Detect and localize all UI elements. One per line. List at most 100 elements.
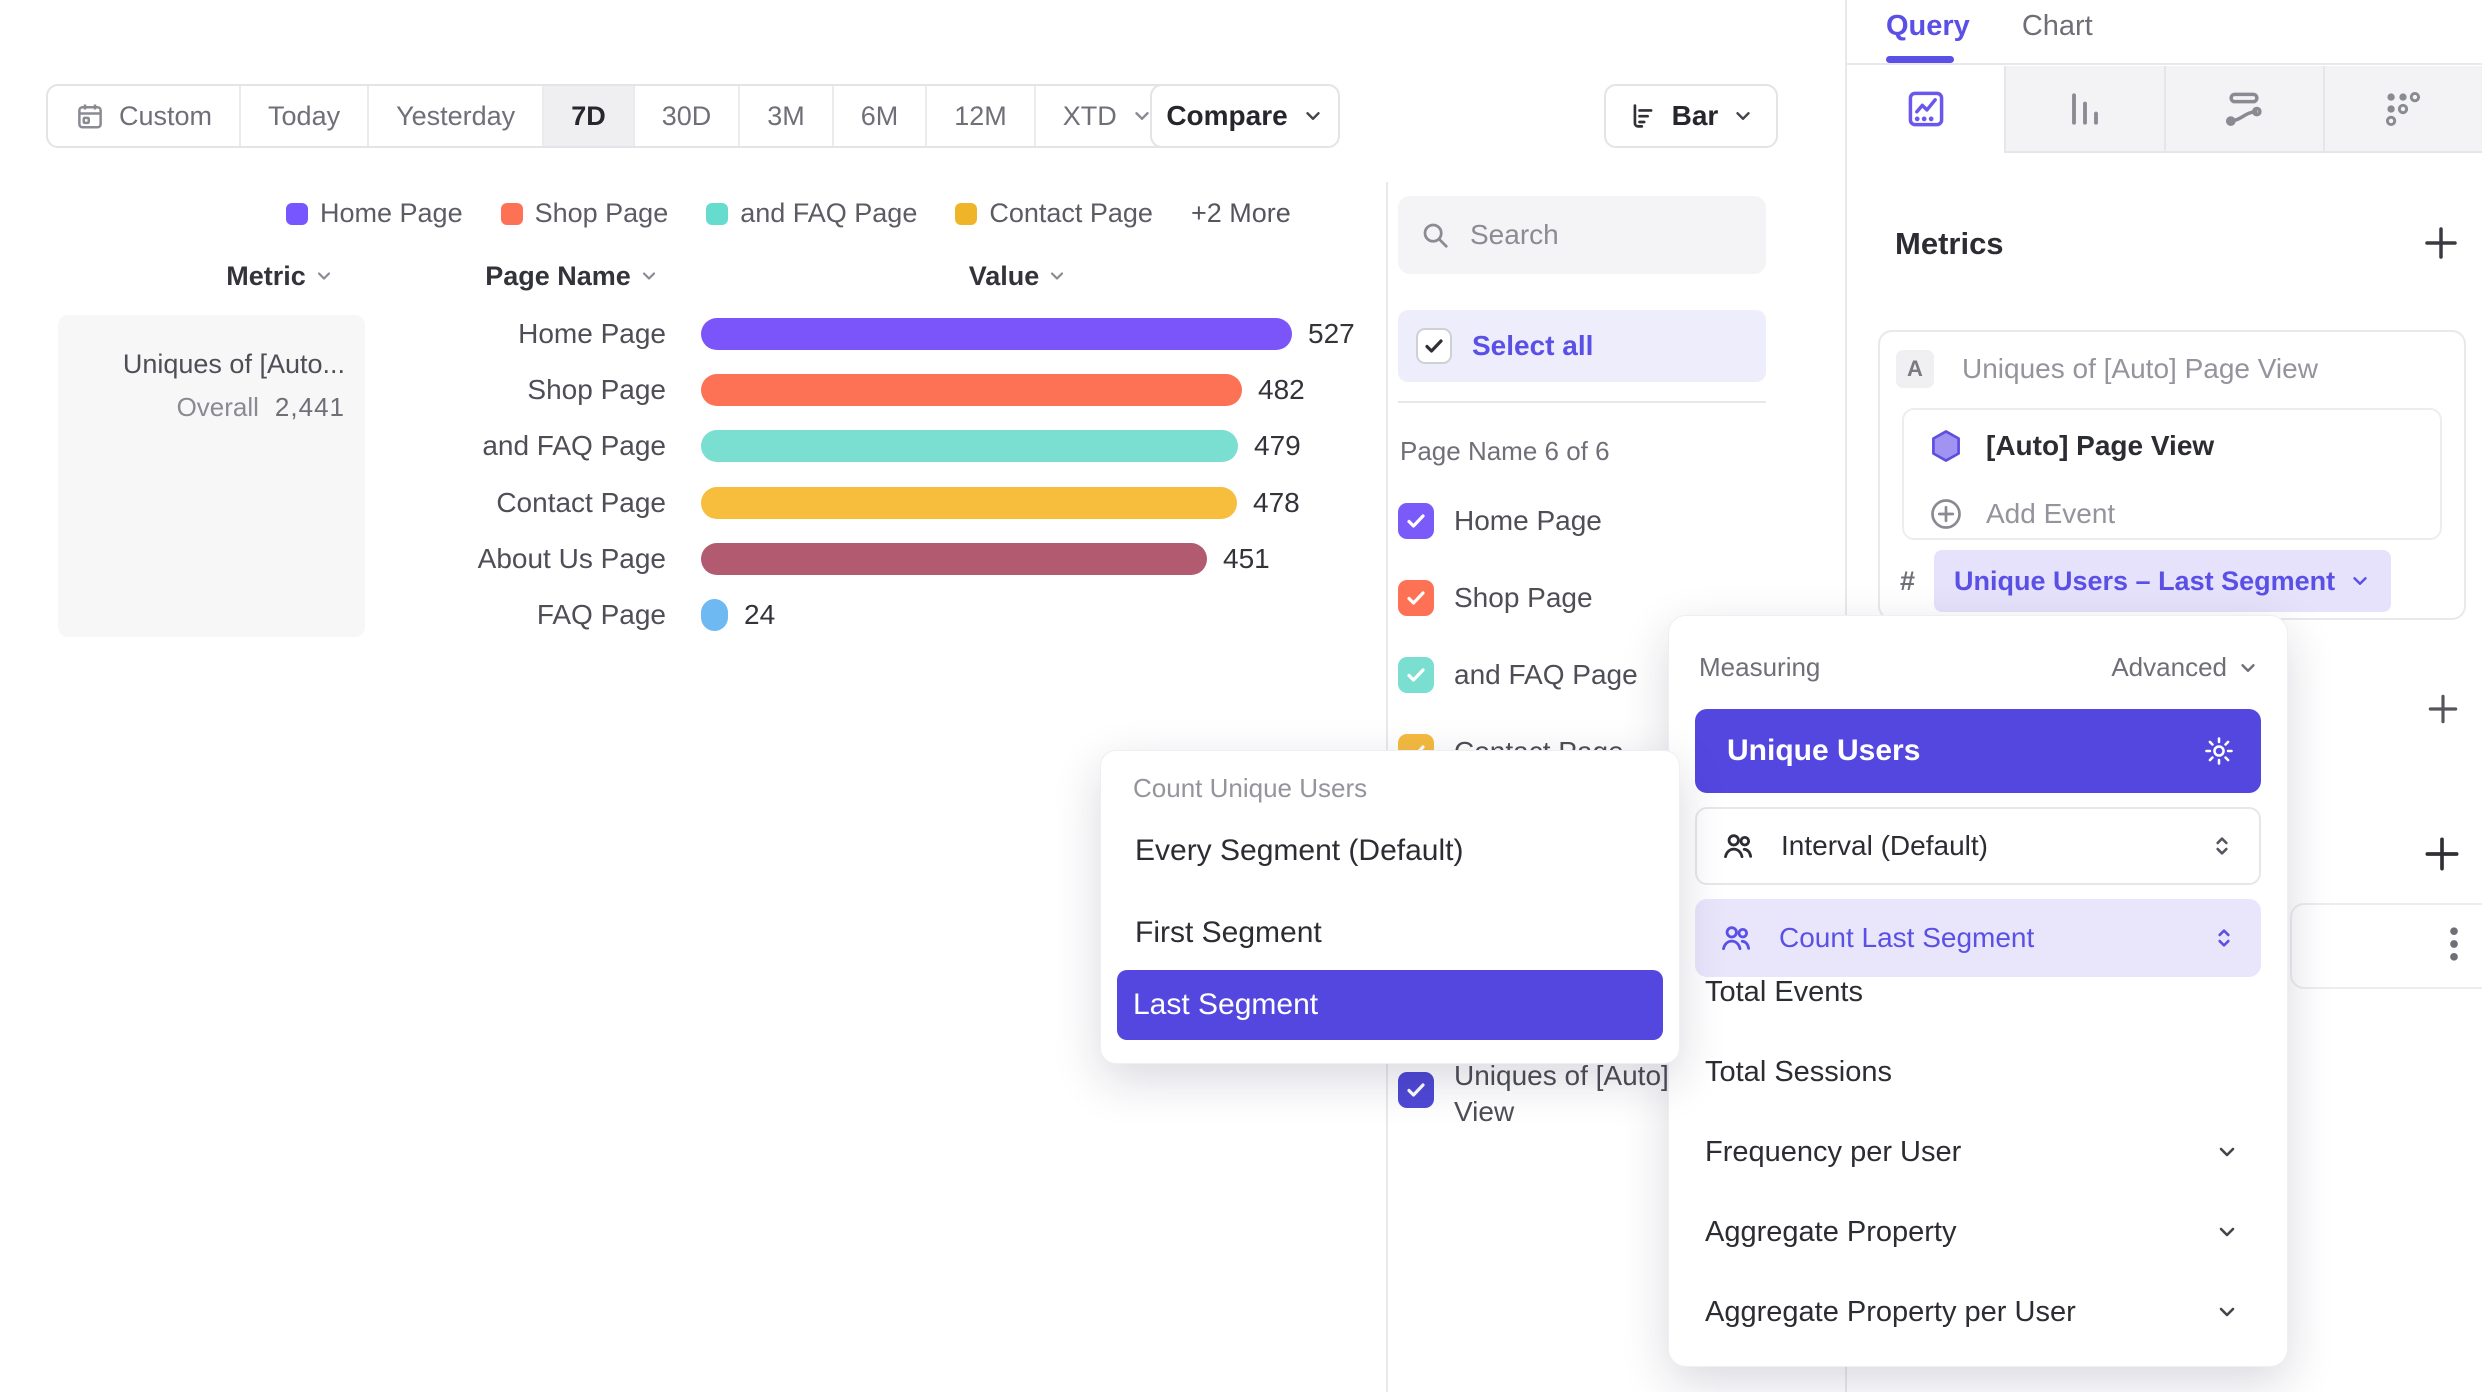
date-range-3m[interactable]: 3M (738, 86, 832, 146)
value-bar[interactable] (701, 374, 1242, 406)
chart-tab-retention[interactable] (2322, 66, 2482, 153)
filter-item-shop-page[interactable]: Shop Page (1398, 580, 1593, 616)
filter-divider (1398, 401, 1766, 403)
filter-checkbox[interactable] (1398, 503, 1434, 539)
gear-icon[interactable] (2203, 735, 2235, 767)
add-filter-button[interactable] (2424, 690, 2462, 728)
search-icon (1420, 220, 1450, 250)
date-range-today[interactable]: Today (239, 86, 367, 146)
measuring-option-aggregate-property[interactable]: Aggregate Property (1705, 1204, 2253, 1260)
date-range-12m[interactable]: 12M (925, 86, 1034, 146)
legend-label: and FAQ Page (740, 198, 918, 228)
legend-item: Shop Page (500, 198, 668, 229)
legend-more-label[interactable]: +2 More (1190, 198, 1291, 228)
value-bar[interactable] (701, 543, 1207, 575)
measuring-row-count-last-segment[interactable]: Count Last Segment (1695, 899, 2261, 977)
column-header-value[interactable]: Value (908, 258, 1128, 294)
date-range-custom[interactable]: Custom (48, 86, 239, 146)
column-header-metric[interactable]: Metric (170, 258, 390, 294)
segment-popover-title: Count Unique Users (1133, 773, 1368, 803)
date-range-label: Yesterday (396, 100, 516, 131)
filter-item-label: Home Page (1454, 505, 1602, 536)
segment-option-label: Every Segment (Default) (1135, 834, 1464, 867)
tab-query[interactable]: Query (1886, 10, 1970, 42)
value-label: 527 (1308, 318, 1355, 349)
measuring-option-label: Aggregate Property per User (1705, 1295, 2076, 1328)
legend-item: and FAQ Page (706, 198, 917, 229)
value-label: 451 (1223, 543, 1270, 574)
search-box[interactable] (1398, 196, 1766, 274)
options-card (2290, 903, 2482, 989)
legend-swatch (500, 202, 523, 225)
kebab-menu-icon[interactable] (2432, 922, 2476, 966)
filter-item-home-page[interactable]: Home Page (1398, 503, 1602, 539)
filter-checkbox[interactable] (1398, 1072, 1434, 1108)
chart-tab-flow[interactable] (2163, 66, 2323, 153)
segment-option-last-segment[interactable]: Last Segment (1117, 970, 1663, 1040)
legend-label: Home Page (320, 198, 463, 228)
metric-row[interactable]: A Uniques of [Auto] Page View (1896, 350, 2318, 388)
legend-label: Contact Page (989, 198, 1153, 228)
measuring-option-label: Total Sessions (1705, 1055, 1892, 1088)
measuring-option-total-sessions[interactable]: Total Sessions (1705, 1044, 2253, 1100)
date-range-selector: Custom Today Yesterday 7D 30D 3M 6M 12M XTD (46, 84, 1182, 148)
tab-chart[interactable]: Chart (2021, 10, 2093, 42)
measuring-option-total-events[interactable]: Total Events (1705, 964, 2253, 1020)
value-label: 479 (1254, 430, 1301, 461)
measurement-pill[interactable]: Unique Users – Last Segment (1934, 550, 2392, 612)
sort-updown-icon (2209, 833, 2235, 859)
date-range-6m[interactable]: 6M (831, 86, 926, 146)
date-range-xtd[interactable]: XTD (1033, 86, 1180, 146)
event-card: [Auto] Page View Add Event (1902, 408, 2442, 540)
retention-icon (2381, 87, 2425, 131)
bar-chart-icon (1628, 101, 1658, 131)
value-bar[interactable] (701, 487, 1237, 519)
measuring-popover: Measuring Advanced Unique Users Interval… (1668, 615, 2288, 1367)
chart-tab-bar-chart[interactable] (2004, 66, 2164, 153)
select-all-checkbox[interactable] (1416, 328, 1452, 364)
sort-updown-icon (2211, 925, 2237, 951)
event-row[interactable]: [Auto] Page View (1928, 428, 2214, 464)
filter-item-and-faq-page[interactable]: and FAQ Page (1398, 657, 1638, 693)
count-unique-users-popover: Count Unique Users Every Segment (Defaul… (1100, 750, 1680, 1064)
date-range-yesterday[interactable]: Yesterday (367, 86, 542, 146)
compare-button[interactable]: Compare (1150, 84, 1340, 148)
legend-item: Contact Page (955, 198, 1153, 229)
value-bar[interactable] (701, 430, 1238, 462)
advanced-toggle[interactable]: Advanced (2111, 652, 2259, 683)
add-event-row[interactable]: Add Event (1928, 496, 2115, 532)
column-header-page-name[interactable]: Page Name (442, 258, 702, 294)
chevron-down-icon (2215, 1140, 2239, 1164)
measuring-row-interval-default-[interactable]: Interval (Default) (1695, 807, 2261, 885)
measuring-option-aggregate-property-per-user[interactable]: Aggregate Property per User (1705, 1284, 2253, 1340)
filter-checkbox[interactable] (1398, 580, 1434, 616)
select-all-row[interactable]: Select all (1398, 310, 1766, 382)
search-input[interactable] (1468, 218, 1744, 252)
measuring-option-unique-users[interactable]: Unique Users (1695, 709, 2261, 793)
segment-option-every-segment-default-[interactable]: Every Segment (Default) (1135, 827, 1463, 875)
unique-users-label: Unique Users (1727, 734, 1921, 767)
overall-value: 2,441 (274, 392, 345, 422)
add-metric-button[interactable] (2420, 222, 2462, 264)
chevron-down-icon (1732, 105, 1754, 127)
date-range-30d[interactable]: 30D (632, 86, 739, 146)
segment-option-first-segment[interactable]: First Segment (1135, 909, 1322, 957)
date-range-label: 7D (571, 100, 606, 131)
measuring-option-frequency-per-user[interactable]: Frequency per User (1705, 1124, 2253, 1180)
metric-cell[interactable]: Uniques of [Auto... Overall 2,441 (58, 315, 365, 637)
value-bar[interactable] (701, 318, 1292, 350)
bar-chart-icon (2063, 87, 2107, 131)
chart-type-tabs (1847, 66, 2482, 153)
measuring-row-label: Count Last Segment (1779, 922, 2035, 953)
value-bar[interactable] (701, 599, 728, 631)
add-breakdown-button[interactable] (2420, 832, 2464, 876)
filter-checkbox[interactable] (1398, 657, 1434, 693)
insights-icon (1904, 87, 1948, 131)
people-icon (1719, 921, 1753, 955)
legend-swatch (706, 202, 729, 225)
filter-item-label: Shop Page (1454, 582, 1593, 613)
measuring-option-label: Total Events (1705, 975, 1863, 1008)
chart-tab-insights[interactable] (1847, 66, 2005, 153)
chart-type-button[interactable]: Bar (1604, 84, 1778, 148)
date-range-7d[interactable]: 7D (542, 86, 633, 146)
